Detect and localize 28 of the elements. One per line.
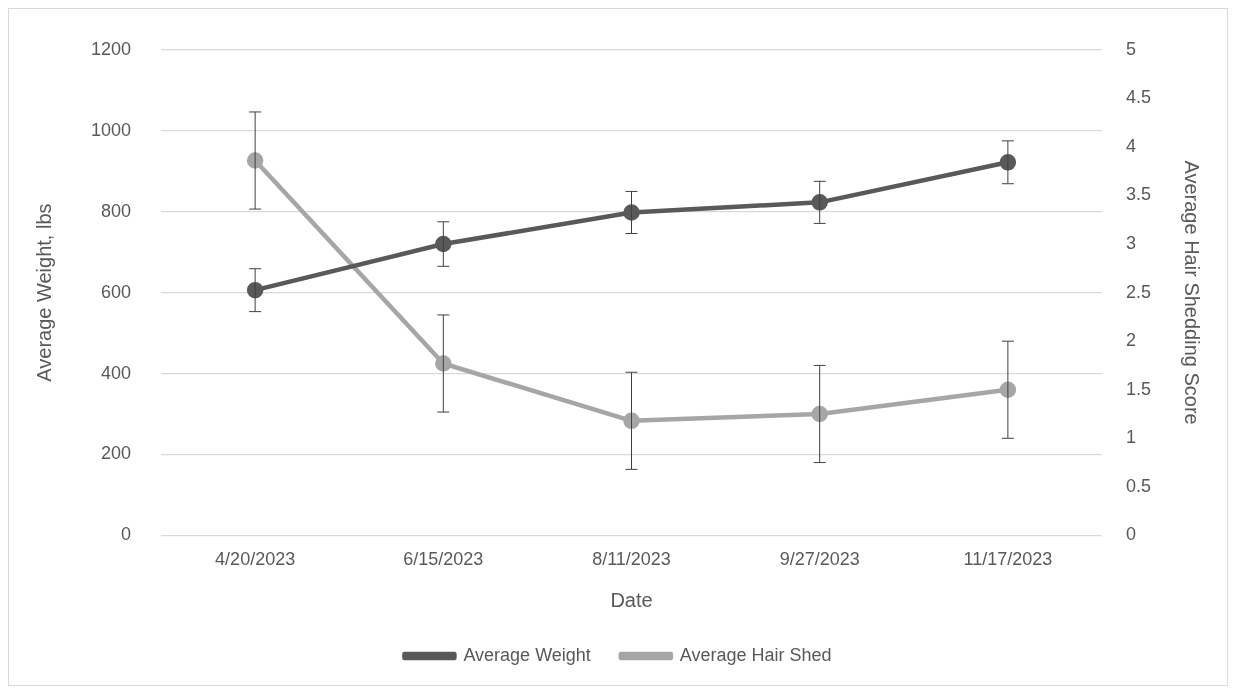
y2-tick-label: 4.5 xyxy=(1125,87,1152,108)
y2-tick-label: 1 xyxy=(1125,427,1136,448)
legend-label: Average Weight xyxy=(463,644,591,665)
y2-tick-label: 5 xyxy=(1125,38,1136,59)
y-tick-label: 200 xyxy=(101,443,132,464)
y2-tick-label: 3 xyxy=(1125,233,1136,254)
x-tick-label: 9/27/2023 xyxy=(779,549,860,570)
x-tick-label: 8/11/2023 xyxy=(592,549,671,570)
y-tick-label: 1000 xyxy=(91,119,132,140)
x-axis-title: Date xyxy=(610,588,653,611)
y2-tick-label: 0.5 xyxy=(1125,475,1152,496)
x-tick-label: 6/15/2023 xyxy=(403,549,484,570)
y2-tick-label: 2.5 xyxy=(1125,281,1152,302)
y2-tick-label: 4 xyxy=(1125,135,1136,156)
y-tick-label: 800 xyxy=(101,200,132,221)
x-tick-label: 4/20/2023 xyxy=(215,549,296,570)
y2-tick-label: 0 xyxy=(1125,524,1136,545)
y-tick-label: 0 xyxy=(121,524,132,545)
y-tick-label: 1200 xyxy=(91,38,132,59)
y2-tick-label: 2 xyxy=(1125,330,1136,351)
y2-tick-label: 1.5 xyxy=(1125,378,1152,399)
y2-axis-title: Average Hair Shedding Score xyxy=(1181,160,1204,425)
legend-label: Average Hair Shed xyxy=(679,644,832,665)
y-axis-title: Average Weight, lbs xyxy=(32,203,55,382)
y-tick-label: 600 xyxy=(101,281,132,302)
x-tick-label: 11/17/2023 xyxy=(963,549,1053,570)
y2-tick-label: 3.5 xyxy=(1125,184,1152,205)
y-tick-label: 400 xyxy=(101,362,132,383)
